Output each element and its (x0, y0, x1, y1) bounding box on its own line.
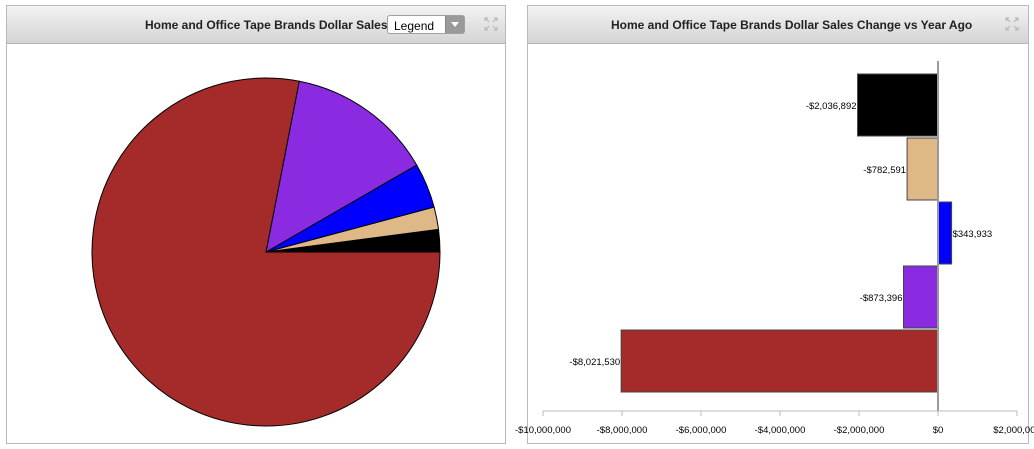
bar-chart: -$2,036,892 -$782,591 $343,933 -$873,396 -$8… (515, 61, 1034, 436)
panel-header: Home and Office Tape Brands Dollar Sales… (528, 6, 1028, 44)
x-tick-label: $2,000,000 (993, 425, 1034, 436)
sales-panel: Home and Office Tape Brands Dollar Sales… (6, 5, 506, 444)
bar-value-label: -$8,021,530 (569, 357, 620, 368)
panel-title: Home and Office Tape Brands Dollar Sales… (611, 18, 973, 32)
bar-value-label: -$2,036,892 (806, 101, 857, 112)
panel-header: Home and Office Tape Brands Dollar Sales… (7, 6, 505, 44)
pie-chart (91, 77, 441, 427)
legend-dropdown-value: Legend (394, 19, 435, 33)
bar-1[interactable] (906, 137, 939, 201)
expand-arrows-icon[interactable] (1004, 16, 1020, 32)
bar-2[interactable] (937, 201, 953, 265)
bar-value-label: -$873,396 (860, 293, 903, 304)
pie-slice-4[interactable] (91, 77, 441, 427)
bar-4[interactable] (620, 329, 939, 393)
x-tick-label: -$8,000,000 (597, 425, 648, 436)
panel-title: Home and Office Tape Brands Dollar Sales (145, 18, 388, 32)
x-tick-label: -$4,000,000 (755, 425, 806, 436)
x-tick-label: $0 (933, 425, 944, 436)
bar-0[interactable] (857, 73, 939, 137)
legend-dropdown[interactable]: Legend (387, 15, 465, 34)
bar-value-label: -$782,591 (863, 165, 906, 176)
x-tick-label: -$10,000,000 (515, 425, 571, 436)
expand-arrows-icon[interactable] (483, 16, 499, 32)
x-tick-label: -$2,000,000 (834, 425, 885, 436)
bar-value-label: $343,933 (953, 229, 993, 240)
sales-change-panel: Home and Office Tape Brands Dollar Sales… (515, 5, 1034, 444)
pie-slice-3[interactable] (265, 80, 418, 253)
bar-3[interactable] (903, 265, 939, 329)
x-tick-label: -$6,000,000 (676, 425, 727, 436)
chevron-down-icon[interactable] (445, 16, 464, 33)
